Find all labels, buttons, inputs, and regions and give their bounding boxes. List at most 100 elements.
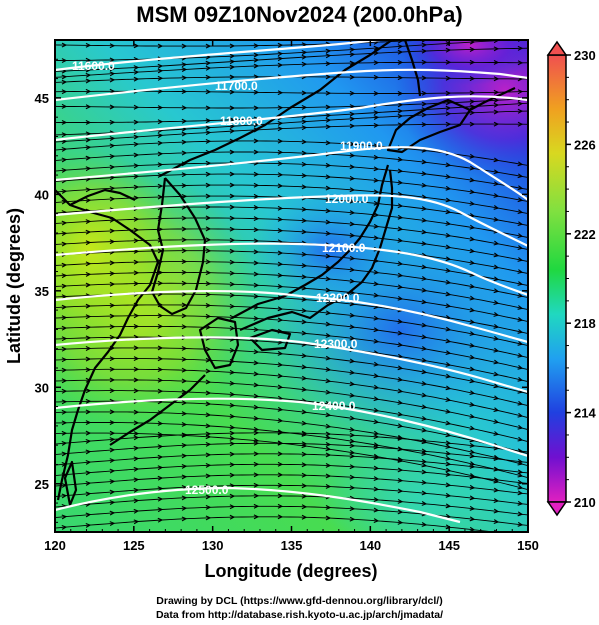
wind-arrow (85, 166, 92, 172)
wind-arrow (469, 516, 476, 522)
wind-arrow (349, 175, 356, 181)
wind-arrow (397, 91, 404, 96)
wind-arrow (493, 252, 500, 258)
wind-arrow (373, 235, 380, 241)
wind-arrow (133, 119, 140, 125)
wind-arrow (325, 61, 332, 67)
wind-arrow (445, 232, 452, 238)
wind-arrow (109, 356, 116, 362)
wind-arrow (493, 121, 500, 127)
wind-arrow (253, 249, 260, 255)
wind-arrow (325, 505, 332, 510)
wind-arrow (253, 472, 260, 478)
wind-arrow (253, 57, 260, 63)
wind-arrow (421, 112, 428, 118)
wind-arrow (469, 425, 476, 431)
wind-arrow (133, 141, 140, 147)
wind-arrow (229, 424, 236, 430)
wind-arrow (421, 459, 428, 464)
wind-arrow (373, 292, 380, 298)
wind-arrow (277, 172, 284, 178)
wind-arrow (205, 182, 212, 188)
wind-arrow (421, 264, 428, 270)
wind-arrow (493, 407, 500, 413)
wind-arrow (277, 56, 284, 62)
wind-arrow (229, 514, 236, 520)
wind-arrow (373, 373, 380, 379)
wind-arrow (205, 130, 212, 136)
wind-arrow (253, 514, 260, 520)
wind-arrow (277, 183, 284, 189)
y-tick-label: 40 (35, 187, 49, 202)
wind-arrow (205, 423, 212, 429)
wind-arrow (373, 166, 380, 172)
wind-arrow (445, 268, 452, 273)
wind-arrow (229, 441, 236, 447)
wind-arrow (301, 441, 308, 447)
y-tick-label: 35 (35, 284, 49, 299)
wind-arrow (229, 430, 236, 436)
wind-arrow (445, 361, 452, 367)
wind-arrow (493, 102, 500, 108)
wind-arrow (133, 163, 140, 169)
wind-arrow (445, 59, 452, 65)
wind-arrow (157, 444, 164, 450)
wind-arrow (253, 74, 260, 80)
wind-arrow (397, 113, 404, 119)
wind-arrow (109, 313, 116, 319)
wind-arrow (397, 467, 404, 473)
wind-arrow (373, 122, 380, 128)
wind-arrow (517, 412, 524, 418)
wind-arrow (301, 493, 308, 499)
wind-arrow (157, 486, 164, 492)
wind-arrow (205, 171, 212, 177)
wind-arrow (421, 392, 428, 398)
wind-arrow (397, 457, 404, 462)
wind-arrow (469, 104, 476, 110)
wind-arrow (421, 42, 428, 48)
wind-arrow (277, 493, 284, 499)
wind-arrow (421, 346, 428, 351)
wind-arrow (157, 433, 164, 439)
wind-arrow (445, 121, 452, 127)
contour-label: 11900.0 (340, 139, 383, 153)
contour-label: 12500.0 (185, 483, 229, 497)
wind-arrow (349, 443, 356, 449)
wind-arrow (469, 99, 476, 105)
wind-arrow (85, 219, 92, 224)
wind-arrow (469, 484, 476, 490)
wind-arrow (301, 386, 308, 392)
wind-arrow (349, 60, 356, 66)
wind-arrow (301, 61, 308, 67)
wind-arrow (157, 475, 164, 481)
wind-arrow (133, 435, 140, 441)
wind-arrow (421, 206, 428, 212)
contour-label: 12000.0 (325, 192, 369, 206)
wind-arrow (493, 477, 500, 483)
wind-arrow (373, 143, 380, 149)
wind-arrow (229, 171, 236, 177)
wind-arrow (85, 104, 92, 110)
wind-arrow (157, 119, 164, 125)
wind-arrow (445, 105, 452, 111)
wind-arrow (157, 388, 164, 394)
wind-arrow (397, 446, 404, 452)
wind-arrow (181, 105, 188, 111)
wind-arrow (445, 482, 452, 488)
wind-arrow (157, 43, 164, 49)
wind-arrow (133, 377, 140, 383)
wind-arrow (277, 339, 284, 345)
y-tick-label: 25 (35, 477, 49, 492)
wind-arrow (493, 205, 500, 210)
wind-arrow (445, 440, 452, 446)
wind-arrow (133, 366, 140, 372)
wind-arrow (181, 43, 188, 49)
wind-arrow (157, 496, 164, 502)
wind-arrow (253, 149, 260, 155)
wind-arrow (494, 34, 498, 38)
wind-arrow (493, 97, 500, 103)
contour-label: 12300.0 (314, 337, 358, 351)
wind-arrow (517, 400, 524, 406)
wind-arrow (85, 131, 92, 137)
wind-arrow (445, 350, 452, 356)
